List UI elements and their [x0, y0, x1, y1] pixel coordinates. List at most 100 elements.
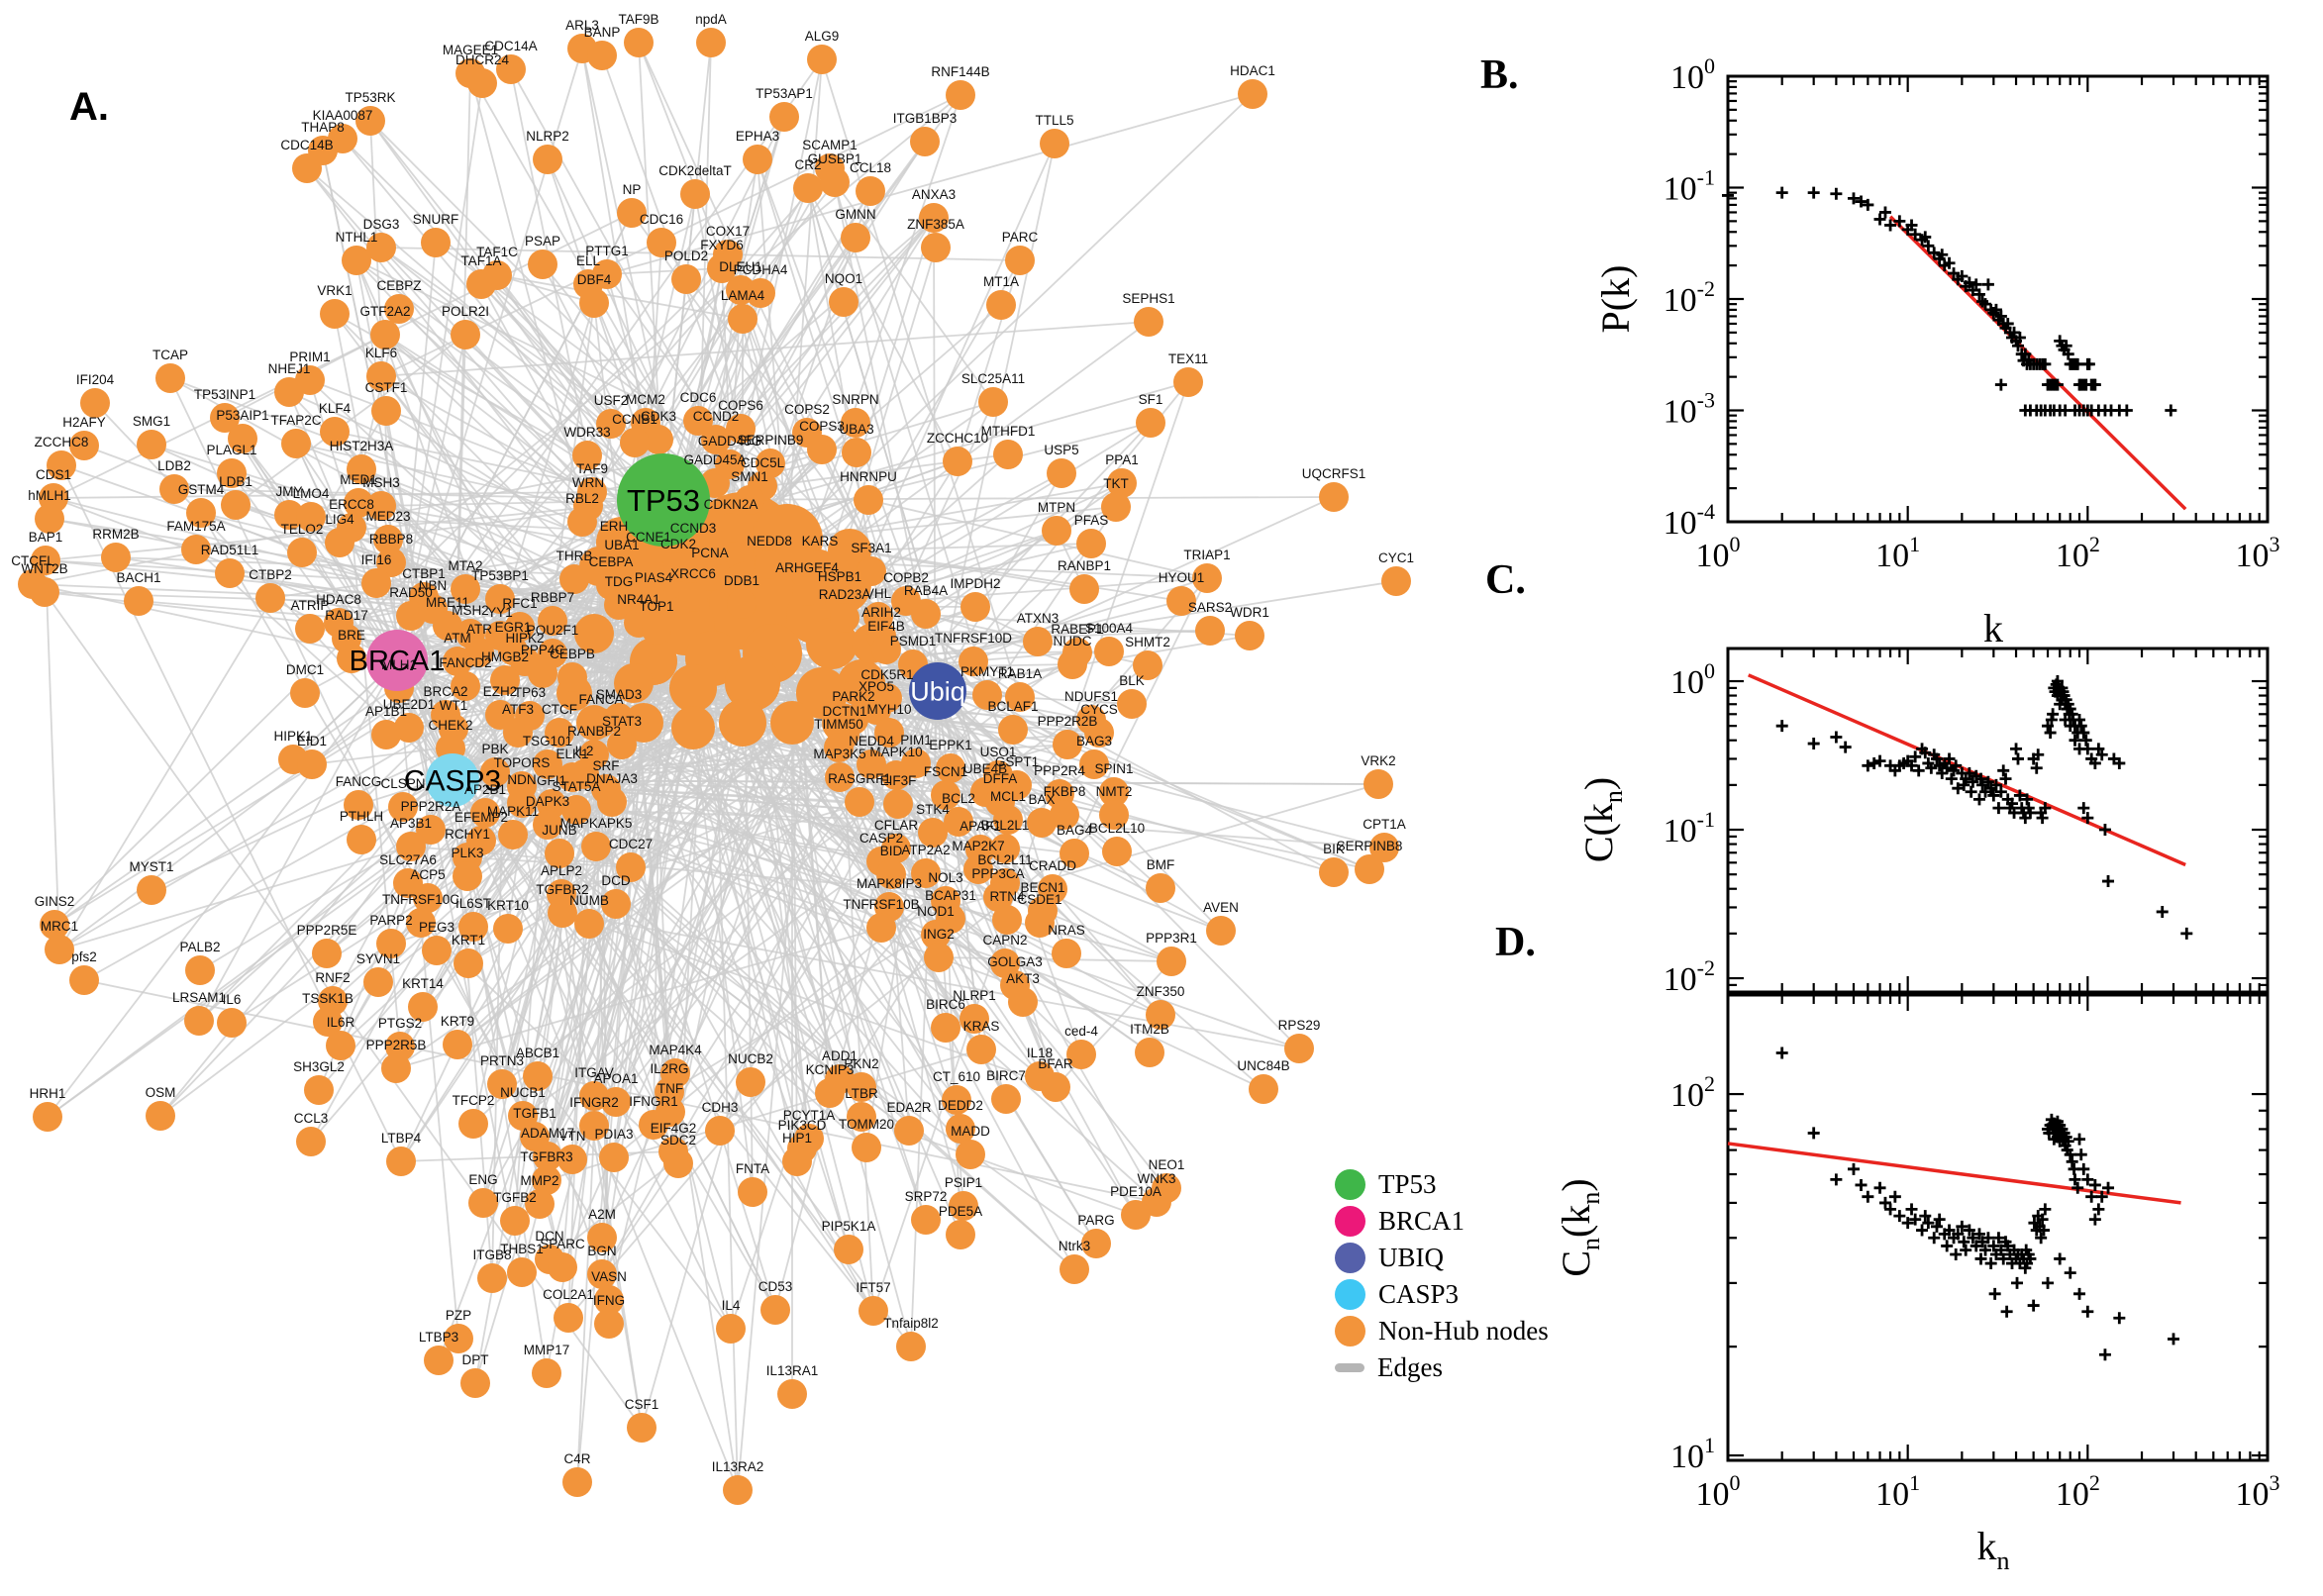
- network-node-label: TKT: [1103, 476, 1129, 491]
- network-node: [894, 1116, 924, 1146]
- network-node-label: Ntrk3: [1059, 1239, 1090, 1253]
- hub-node-casp3: [426, 753, 479, 807]
- network-node-label: DEDD2: [938, 1098, 983, 1113]
- tick-label: 10-3: [1664, 388, 1715, 431]
- network-node: [567, 507, 597, 537]
- network-node: [1005, 682, 1035, 712]
- network-node-label: SNRPN: [832, 392, 878, 407]
- plot-panel-c: 100 10-1 10-2 C(kn): [1576, 647, 2270, 998]
- network-node-label: CD53: [758, 1279, 793, 1294]
- network-node: [960, 592, 990, 622]
- network-node-label: TAF1A: [460, 253, 501, 268]
- fit-line: [1748, 673, 2186, 867]
- network-node-label: MMP2: [520, 1173, 558, 1188]
- network-node-label: STK4: [916, 802, 950, 817]
- panel-d-label: D.: [1495, 920, 1536, 965]
- tick-label: 10-2: [1664, 276, 1715, 319]
- network-node-label: IL4: [722, 1298, 741, 1313]
- network-node-label: PIP5K1A: [822, 1219, 876, 1234]
- network-node: [574, 909, 604, 939]
- network-node-label: NLRP1: [953, 988, 996, 1003]
- network-node: [292, 153, 322, 183]
- network-node: [1117, 689, 1147, 719]
- network-node-label: WDR1: [1230, 605, 1269, 620]
- network-node-label: BMF: [1147, 857, 1175, 872]
- network-node: [451, 574, 480, 604]
- network-node-label: THBS1: [500, 1242, 544, 1256]
- network-node-label: PSIP1: [945, 1175, 982, 1190]
- network-node: [663, 552, 693, 582]
- network-node: [1052, 939, 1081, 968]
- network-node: [1319, 482, 1349, 512]
- node-swatch-icon: [1335, 1279, 1365, 1310]
- network-node-label: RAD50: [389, 585, 433, 600]
- network-node-label: DFFA: [983, 771, 1018, 786]
- network-node: [186, 498, 216, 528]
- network-node-label: IL6R: [327, 1015, 355, 1030]
- network-node-label: APAF1: [960, 819, 1001, 834]
- network-node: [185, 955, 215, 985]
- network-node-label: MAPKAPK5: [560, 816, 633, 831]
- network-node-label: CTCF: [542, 702, 577, 717]
- network-node-label: ADD1: [822, 1048, 858, 1063]
- network-node: [490, 665, 520, 695]
- network-node: [911, 599, 941, 629]
- network-node-label: PPP4C: [521, 643, 565, 657]
- network-node-label: BIK: [1323, 842, 1345, 856]
- network-node: [1136, 408, 1165, 438]
- network-node-label: PLAGL1: [206, 443, 256, 457]
- network-node-label: ATXN3: [1017, 611, 1060, 626]
- network-node: [777, 1379, 807, 1409]
- network-node: [342, 246, 371, 275]
- network-node-label: PIAS4: [635, 570, 673, 585]
- network-node-label: NQO1: [825, 271, 862, 286]
- network-node-label: DBF4: [577, 272, 612, 287]
- hub-node-label: CASP3: [404, 765, 501, 798]
- network-node: [396, 832, 426, 861]
- network-node-label: HMGB2: [481, 649, 529, 664]
- network-node: [281, 429, 311, 458]
- network-node-label: MAPK8IP3: [857, 876, 922, 891]
- network-node: [47, 450, 76, 480]
- network-node-label: EPPK1: [929, 738, 972, 752]
- network-node: [617, 198, 647, 228]
- network-node: [601, 1087, 631, 1117]
- network-node-label: USF2: [594, 393, 629, 408]
- network-node-label: TP53INP1: [194, 387, 255, 402]
- network-node-label: TNFRSF10B: [843, 897, 919, 912]
- network-node: [217, 1008, 247, 1038]
- network-node-label: BAG4: [1057, 823, 1093, 838]
- network-node: [1238, 79, 1267, 109]
- network-node-label: NLRP2: [526, 129, 569, 144]
- network-node: [1099, 777, 1129, 807]
- network-node-label: SMN1: [731, 469, 768, 484]
- network-node-label: NR4A1: [617, 592, 660, 607]
- network-node-label: RRM2B: [92, 527, 139, 542]
- network-node-label: MADD: [951, 1124, 990, 1139]
- network-node: [807, 435, 837, 464]
- network-node: [587, 1223, 617, 1252]
- network-node-label: RAB1A: [998, 666, 1042, 681]
- network-node: [498, 820, 528, 849]
- network-node: [155, 363, 185, 393]
- network-node: [727, 589, 757, 619]
- network-node-label: GOLGA3: [987, 954, 1043, 969]
- network-node: [604, 703, 634, 733]
- network-node-label: NTHL1: [336, 230, 378, 245]
- tick-label: 100: [1670, 658, 1715, 701]
- network-node-label: PTTG1: [585, 244, 629, 258]
- network-node-label: BIRC7: [986, 1068, 1026, 1083]
- network-node: [373, 525, 403, 554]
- network-node: [366, 233, 396, 262]
- network-node-label: SLC27A6: [379, 852, 437, 867]
- network-node-label: SH3GL2: [293, 1059, 345, 1074]
- network-node-label: PZP: [446, 1308, 471, 1323]
- network-node: [384, 294, 414, 324]
- network-node-label: EIF4B: [867, 619, 905, 634]
- network-node: [533, 749, 562, 779]
- network-node-label: NRAS: [1048, 923, 1085, 938]
- network-node-label: LRSAM1: [172, 990, 226, 1005]
- network-node-label: ING2: [923, 927, 955, 942]
- network-node: [769, 102, 799, 132]
- network-node-label: SMG1: [133, 414, 170, 429]
